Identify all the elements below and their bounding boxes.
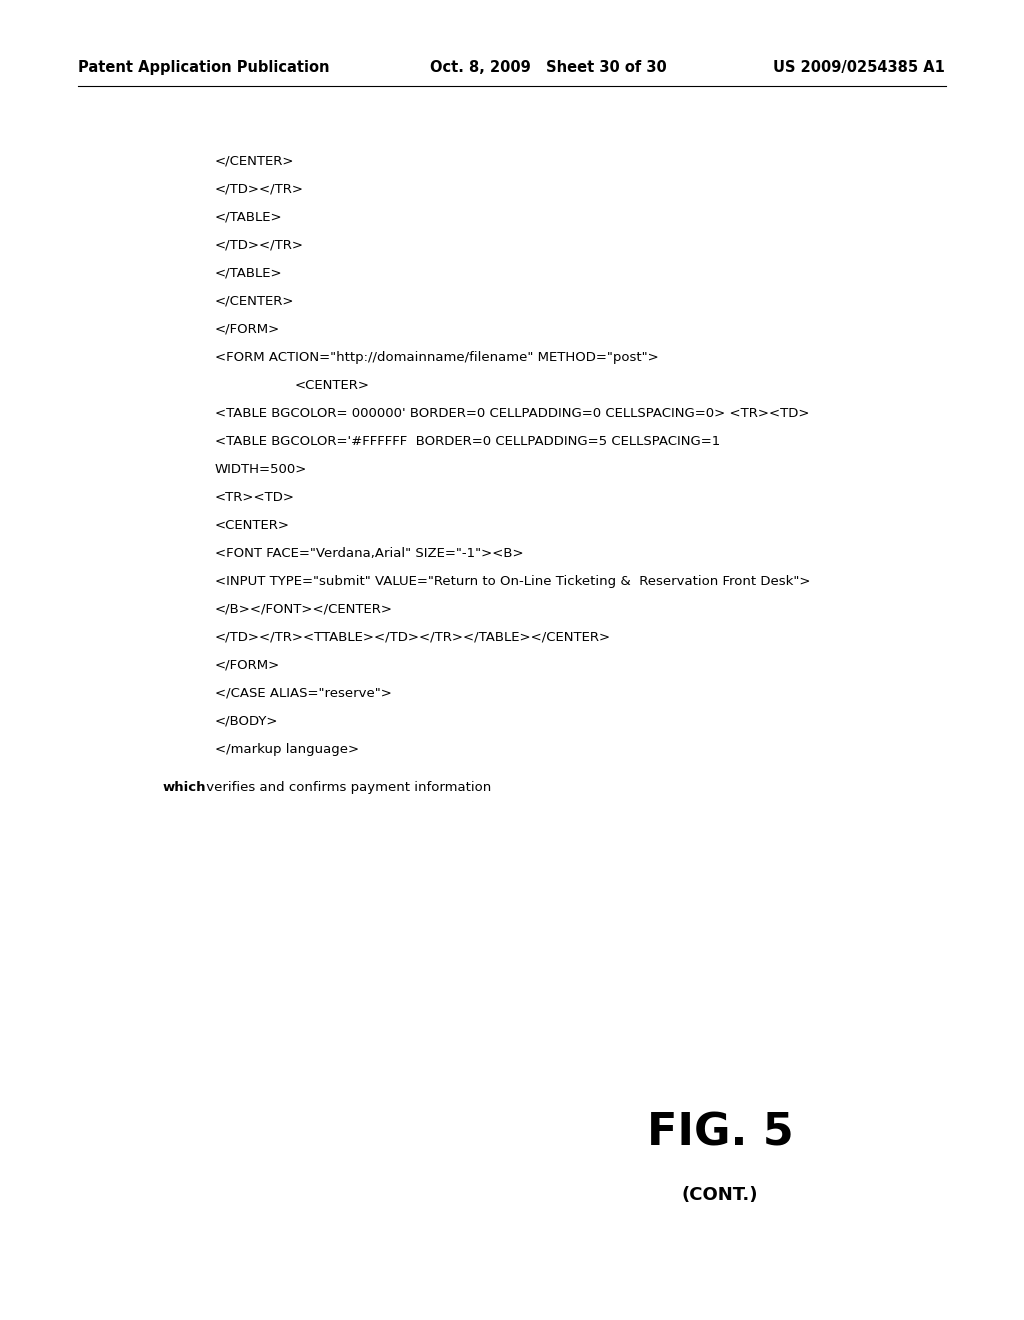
Text: (CONT.): (CONT.) xyxy=(682,1185,758,1204)
Text: FIG. 5: FIG. 5 xyxy=(646,1111,794,1154)
Text: <TR><TD>: <TR><TD> xyxy=(215,491,295,504)
Text: <CENTER>: <CENTER> xyxy=(295,379,370,392)
Text: <FORM ACTION="http://domainname/filename" METHOD="post">: <FORM ACTION="http://domainname/filename… xyxy=(215,351,658,364)
Text: WIDTH=500>: WIDTH=500> xyxy=(215,463,307,477)
Text: </FORM>: </FORM> xyxy=(215,323,281,337)
Text: which: which xyxy=(163,781,207,795)
Text: </CENTER>: </CENTER> xyxy=(215,154,295,168)
Text: <INPUT TYPE="submit" VALUE="Return to On-Line Ticketing &  Reservation Front Des: <INPUT TYPE="submit" VALUE="Return to On… xyxy=(215,576,811,587)
Text: </CASE ALIAS="reserve">: </CASE ALIAS="reserve"> xyxy=(215,686,392,700)
Text: </CENTER>: </CENTER> xyxy=(215,294,295,308)
Text: </TD></TR>: </TD></TR> xyxy=(215,239,304,252)
Text: <CENTER>: <CENTER> xyxy=(215,519,290,532)
Text: Patent Application Publication: Patent Application Publication xyxy=(78,59,330,75)
Text: US 2009/0254385 A1: US 2009/0254385 A1 xyxy=(773,59,945,75)
Text: <TABLE BGCOLOR='#FFFFFF  BORDER=0 CELLPADDING=5 CELLSPACING=1: <TABLE BGCOLOR='#FFFFFF BORDER=0 CELLPAD… xyxy=(215,436,720,447)
Text: </TABLE>: </TABLE> xyxy=(215,211,283,224)
Text: </BODY>: </BODY> xyxy=(215,715,279,729)
Text: </markup language>: </markup language> xyxy=(215,743,359,756)
Text: <FONT FACE="Verdana,Arial" SIZE="-1"><B>: <FONT FACE="Verdana,Arial" SIZE="-1"><B> xyxy=(215,546,523,560)
Text: <TABLE BGCOLOR= 000000' BORDER=0 CELLPADDING=0 CELLSPACING=0> <TR><TD>: <TABLE BGCOLOR= 000000' BORDER=0 CELLPAD… xyxy=(215,407,810,420)
Text: </FORM>: </FORM> xyxy=(215,659,281,672)
Text: </TABLE>: </TABLE> xyxy=(215,267,283,280)
Text: Oct. 8, 2009   Sheet 30 of 30: Oct. 8, 2009 Sheet 30 of 30 xyxy=(430,59,667,75)
Text: </TD></TR><TTABLE></TD></TR></TABLE></CENTER>: </TD></TR><TTABLE></TD></TR></TABLE></CE… xyxy=(215,631,611,644)
Text: </B></FONT></CENTER>: </B></FONT></CENTER> xyxy=(215,603,393,616)
Text: </TD></TR>: </TD></TR> xyxy=(215,183,304,195)
Text: verifies and confirms payment information: verifies and confirms payment informatio… xyxy=(202,781,492,795)
